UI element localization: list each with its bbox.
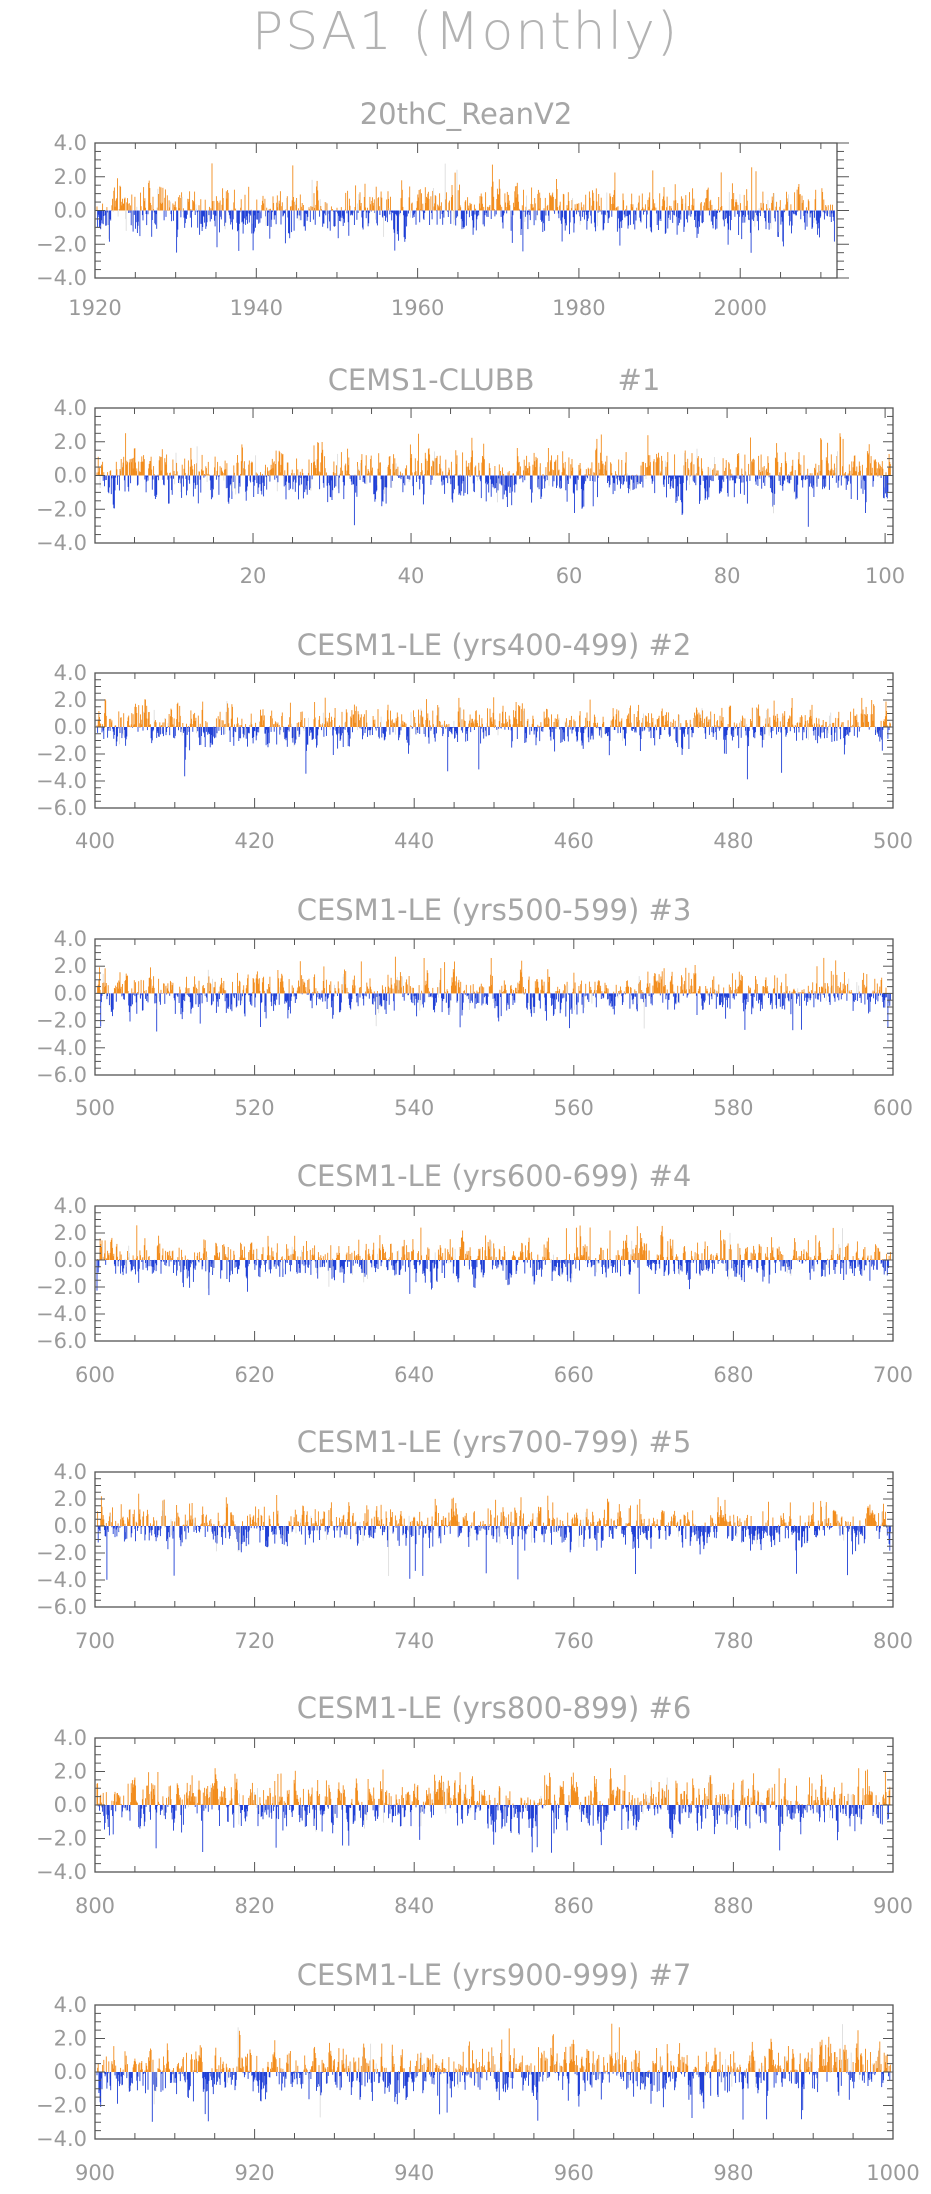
y-tick-label: 0.0 bbox=[54, 715, 87, 739]
y-tick-label: 4.0 bbox=[54, 396, 87, 420]
y-tick-label: 0.0 bbox=[54, 199, 87, 223]
y-tick-label: 2.0 bbox=[54, 165, 87, 189]
y-tick-label: 2.0 bbox=[54, 430, 87, 454]
x-tick-label: 460 bbox=[554, 829, 594, 853]
y-tick-label: −4.0 bbox=[36, 531, 87, 555]
x-tick-label: 1960 bbox=[391, 296, 444, 320]
x-tick-label: 40 bbox=[398, 564, 425, 588]
x-tick-label: 60 bbox=[556, 564, 583, 588]
page-title: PSA1 (Monthly) bbox=[0, 2, 931, 62]
y-tick-label: 2.0 bbox=[54, 688, 87, 712]
x-tick-label: 100 bbox=[865, 564, 905, 588]
x-tick-label: 420 bbox=[235, 829, 275, 853]
x-tick-label: 480 bbox=[713, 829, 753, 853]
y-tick-label: −2.0 bbox=[36, 742, 87, 766]
x-tick-label: 2000 bbox=[713, 296, 766, 320]
y-tick-label: 0.0 bbox=[54, 464, 87, 488]
panel-title: CESM1-LE (yrs400-499) #2 bbox=[297, 628, 692, 662]
x-tick-label: 80 bbox=[714, 564, 741, 588]
x-tick-label: 1980 bbox=[552, 296, 605, 320]
y-tick-label: 4.0 bbox=[54, 661, 87, 685]
bars-series bbox=[96, 433, 891, 527]
x-tick-label: 500 bbox=[873, 829, 913, 853]
x-tick-label: 1920 bbox=[68, 296, 121, 320]
panel-title: CESM1-LE (yrs500-599) #3 bbox=[297, 893, 692, 927]
bars-series bbox=[96, 697, 891, 780]
y-tick-label: −2.0 bbox=[36, 497, 87, 521]
chart-panel-1: 20thC_ReanV2 −4.0 −2.0 0.0 2.0 4.0 1920 1940 196… bbox=[36, 97, 849, 320]
y-tick-label: −4.0 bbox=[36, 769, 87, 793]
y-tick-label: 4.0 bbox=[54, 131, 87, 155]
bars-series bbox=[96, 163, 835, 253]
chart-panel-3: CESM1-LE (yrs400-499) #2 −6.0 −4.0 −2.0 0.0 2… bbox=[36, 628, 913, 853]
x-tick-label: 20 bbox=[240, 564, 267, 588]
x-tick-label: 1940 bbox=[230, 296, 283, 320]
bars-series bbox=[96, 956, 891, 1032]
y-tick-label: −4.0 bbox=[36, 266, 87, 290]
plot-frame bbox=[94, 672, 894, 809]
y-tick-label: −2.0 bbox=[36, 232, 87, 256]
panel-title: CEMS1-CLUBB #1 bbox=[328, 363, 661, 397]
y-tick-label: −6.0 bbox=[36, 796, 87, 820]
x-tick-label: 440 bbox=[394, 829, 434, 853]
panel-title: 20thC_ReanV2 bbox=[360, 97, 573, 131]
chart-panel-4: CESM1-LE (yrs500-599) #3−6.0−4.0−2.00.02… bbox=[36, 893, 913, 1120]
chart-panel-2: CEMS1-CLUBB #1 −4.0 −2.0 0.0 2.0 4.0 20 40 60 80 1… bbox=[36, 363, 905, 588]
x-tick-label: 400 bbox=[75, 829, 115, 853]
